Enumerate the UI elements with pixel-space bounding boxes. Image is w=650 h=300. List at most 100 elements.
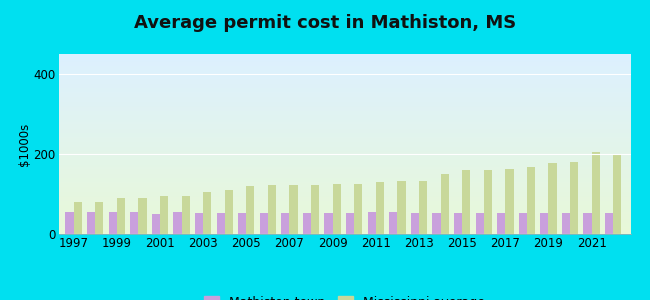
- Bar: [58, 75, 630, 76]
- Bar: [58, 228, 630, 229]
- Bar: [58, 83, 630, 84]
- Bar: [58, 100, 630, 101]
- Bar: [324, 213, 333, 234]
- Bar: [58, 113, 630, 114]
- Bar: [58, 103, 630, 104]
- Bar: [58, 169, 630, 170]
- Bar: [58, 58, 630, 59]
- Bar: [160, 196, 168, 234]
- Bar: [58, 94, 630, 95]
- Bar: [346, 213, 354, 234]
- Bar: [58, 93, 630, 94]
- Bar: [58, 87, 630, 88]
- Bar: [58, 143, 630, 144]
- Bar: [58, 133, 630, 134]
- Bar: [58, 59, 630, 60]
- Bar: [58, 161, 630, 162]
- Bar: [58, 85, 630, 86]
- Bar: [58, 56, 630, 57]
- Bar: [584, 213, 592, 234]
- Bar: [58, 206, 630, 207]
- Bar: [58, 182, 630, 183]
- Bar: [303, 213, 311, 234]
- Bar: [58, 107, 630, 108]
- Bar: [58, 144, 630, 145]
- Bar: [354, 184, 363, 234]
- Bar: [58, 112, 630, 113]
- Bar: [58, 117, 630, 118]
- Bar: [58, 223, 630, 224]
- Bar: [58, 185, 630, 186]
- Bar: [58, 180, 630, 181]
- Bar: [73, 202, 82, 234]
- Bar: [432, 213, 441, 234]
- Bar: [58, 66, 630, 67]
- Bar: [58, 98, 630, 99]
- Bar: [58, 76, 630, 77]
- Bar: [58, 131, 630, 132]
- Bar: [540, 213, 549, 234]
- Bar: [58, 147, 630, 148]
- Bar: [58, 81, 630, 82]
- Bar: [58, 151, 630, 152]
- Bar: [58, 186, 630, 187]
- Bar: [259, 213, 268, 234]
- Bar: [376, 182, 384, 234]
- Bar: [58, 188, 630, 189]
- Bar: [58, 130, 630, 131]
- Bar: [58, 225, 630, 226]
- Bar: [58, 210, 630, 211]
- Y-axis label: $1000s: $1000s: [18, 122, 31, 166]
- Bar: [497, 213, 505, 234]
- Bar: [58, 67, 630, 68]
- Bar: [289, 185, 298, 234]
- Bar: [58, 159, 630, 160]
- Bar: [58, 121, 630, 122]
- Bar: [58, 192, 630, 193]
- Bar: [58, 204, 630, 205]
- Bar: [58, 140, 630, 141]
- Bar: [58, 65, 630, 66]
- Bar: [333, 184, 341, 234]
- Bar: [411, 213, 419, 234]
- Bar: [58, 134, 630, 135]
- Bar: [58, 229, 630, 230]
- Bar: [246, 186, 255, 234]
- Bar: [58, 57, 630, 58]
- Bar: [58, 171, 630, 172]
- Bar: [58, 202, 630, 203]
- Bar: [268, 185, 276, 234]
- Bar: [58, 181, 630, 182]
- Bar: [58, 191, 630, 192]
- Bar: [58, 115, 630, 116]
- Bar: [58, 219, 630, 220]
- Bar: [58, 214, 630, 215]
- Bar: [58, 195, 630, 196]
- Bar: [58, 55, 630, 56]
- Bar: [58, 233, 630, 234]
- Bar: [95, 202, 103, 234]
- Bar: [58, 227, 630, 228]
- Bar: [58, 203, 630, 204]
- Bar: [58, 127, 630, 128]
- Bar: [505, 169, 514, 234]
- Bar: [58, 137, 630, 138]
- Bar: [58, 82, 630, 83]
- Bar: [476, 213, 484, 234]
- Bar: [58, 85, 630, 86]
- Bar: [58, 205, 630, 206]
- Bar: [58, 231, 630, 232]
- Bar: [58, 105, 630, 106]
- Bar: [58, 138, 630, 139]
- Bar: [58, 72, 630, 73]
- Bar: [58, 198, 630, 199]
- Bar: [58, 222, 630, 223]
- Bar: [58, 91, 630, 92]
- Bar: [527, 167, 535, 234]
- Bar: [58, 174, 630, 175]
- Bar: [58, 164, 630, 165]
- Bar: [58, 80, 630, 81]
- Bar: [58, 102, 630, 103]
- Bar: [58, 73, 630, 74]
- Bar: [58, 122, 630, 123]
